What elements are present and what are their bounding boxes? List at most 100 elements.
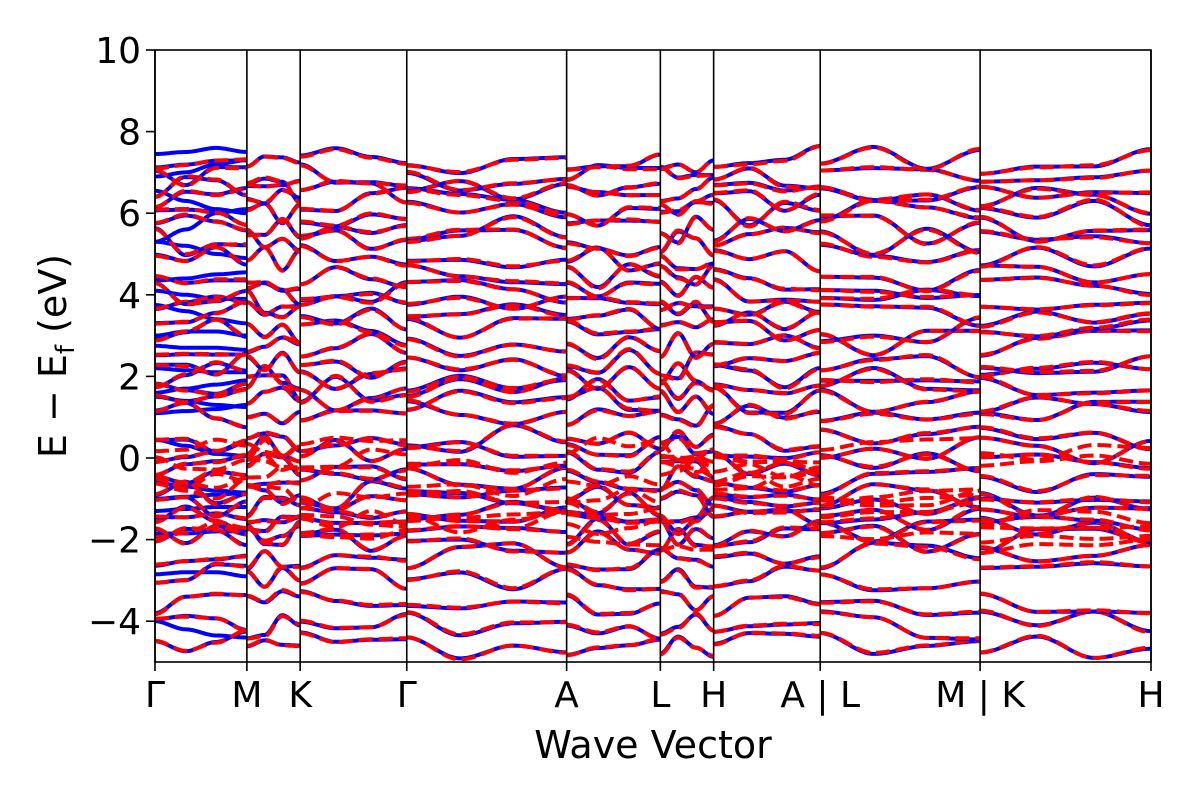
band-line-red bbox=[246, 549, 301, 571]
band-line-red bbox=[300, 319, 407, 348]
band-line-blue bbox=[713, 518, 821, 548]
x-tick-label: M bbox=[231, 675, 262, 716]
x-tick-label: H bbox=[700, 675, 727, 716]
band-line-red bbox=[566, 530, 661, 556]
band-line-red bbox=[713, 452, 821, 474]
band-line-red bbox=[820, 500, 981, 520]
band-line-red bbox=[820, 287, 981, 299]
band-line-red bbox=[713, 472, 821, 492]
band-line-red bbox=[820, 268, 981, 294]
band-line-red bbox=[406, 566, 567, 591]
band-line-red bbox=[300, 512, 407, 529]
band-line-red bbox=[820, 366, 981, 394]
band-line-blue bbox=[300, 185, 407, 213]
band-line-red bbox=[820, 435, 981, 461]
band-line-red bbox=[155, 475, 248, 490]
band-line-red bbox=[566, 241, 661, 259]
band-line-red bbox=[820, 495, 981, 525]
band-line-red bbox=[246, 351, 301, 375]
band-line-red bbox=[566, 385, 661, 414]
band-line-red bbox=[713, 491, 821, 502]
band-line-red bbox=[246, 409, 301, 425]
band-line-red bbox=[155, 561, 247, 585]
band-line-red bbox=[155, 281, 248, 307]
band-line-red bbox=[155, 438, 248, 465]
band-line-red bbox=[155, 628, 248, 653]
band-line-red bbox=[980, 425, 1151, 451]
band-line-red bbox=[820, 145, 981, 172]
band-line-red bbox=[300, 465, 407, 483]
x-axis-title: Wave Vector bbox=[534, 723, 772, 767]
band-line-red bbox=[299, 264, 407, 290]
band-line-red bbox=[979, 608, 1151, 635]
band-line-red bbox=[713, 225, 821, 248]
band-line-red bbox=[406, 337, 567, 359]
band-line-red bbox=[980, 301, 1151, 312]
band-line-red bbox=[246, 434, 301, 464]
band-lines bbox=[155, 143, 1151, 662]
band-line-red bbox=[659, 518, 715, 547]
y-tick-label: 0 bbox=[118, 439, 141, 480]
y-axis-ticks: −4 −2 0 2 4 6 8 10 bbox=[88, 31, 155, 643]
band-line-red bbox=[659, 331, 715, 360]
band-line-red bbox=[820, 630, 981, 655]
band-line-red bbox=[820, 452, 981, 473]
band-line-red bbox=[406, 200, 567, 219]
band-line-blue bbox=[155, 145, 247, 156]
y-tick-label: 10 bbox=[95, 31, 141, 72]
band-line-red bbox=[713, 383, 821, 395]
band-line-red bbox=[406, 178, 567, 201]
band-line-red bbox=[406, 263, 567, 286]
band-line-red bbox=[713, 425, 821, 452]
band-line-red bbox=[566, 474, 661, 488]
band-line-red bbox=[155, 455, 248, 472]
band-line-red bbox=[713, 462, 821, 479]
band-line-red bbox=[246, 384, 301, 406]
band-line-red bbox=[659, 228, 715, 258]
band-line-red bbox=[155, 295, 247, 311]
band-line-blue bbox=[713, 564, 821, 589]
band-line-blue bbox=[300, 359, 407, 380]
band-line-red bbox=[155, 245, 248, 266]
band-line-red bbox=[659, 378, 715, 401]
band-line-red bbox=[299, 244, 407, 268]
band-line-red bbox=[246, 520, 301, 547]
band-line-red bbox=[246, 483, 301, 504]
band-line-red bbox=[246, 438, 301, 462]
band-line-red bbox=[155, 227, 247, 257]
band-line-red bbox=[566, 205, 661, 228]
band-line-red bbox=[659, 429, 715, 451]
band-line-red bbox=[406, 316, 567, 340]
band-line-red bbox=[820, 572, 981, 592]
band-line-red bbox=[246, 335, 301, 354]
band-line-red bbox=[659, 158, 715, 174]
band-line-red bbox=[659, 253, 715, 272]
band-line-red bbox=[566, 487, 661, 505]
band-line-red bbox=[300, 223, 407, 241]
band-line-blue bbox=[299, 243, 407, 267]
band-line-red bbox=[300, 491, 407, 511]
band-line-red bbox=[979, 374, 1151, 397]
band-line-red bbox=[820, 302, 981, 328]
band-line-red bbox=[713, 630, 821, 647]
band-line-red bbox=[246, 175, 301, 205]
band-line-red bbox=[155, 381, 247, 397]
band-line-red bbox=[246, 430, 301, 453]
band-line-blue bbox=[155, 207, 247, 244]
y-axis-title-unit: (eV) bbox=[31, 254, 75, 345]
y-tick-label: 8 bbox=[118, 113, 141, 154]
band-line-red bbox=[406, 227, 567, 251]
x-tick-label: Γ bbox=[397, 675, 417, 716]
band-line-blue bbox=[566, 262, 661, 290]
band-line-red bbox=[406, 536, 567, 555]
band-line-red bbox=[659, 263, 715, 287]
band-line-red bbox=[980, 168, 1151, 184]
x-tick-label: A | L bbox=[780, 675, 860, 716]
x-tick-label: K bbox=[288, 675, 313, 716]
band-line-red bbox=[659, 464, 715, 493]
x-tick-label: H bbox=[1137, 675, 1164, 716]
y-tick-label: 2 bbox=[118, 357, 141, 398]
y-axis-title-main: E − E bbox=[31, 354, 75, 458]
band-line-red bbox=[713, 385, 821, 416]
